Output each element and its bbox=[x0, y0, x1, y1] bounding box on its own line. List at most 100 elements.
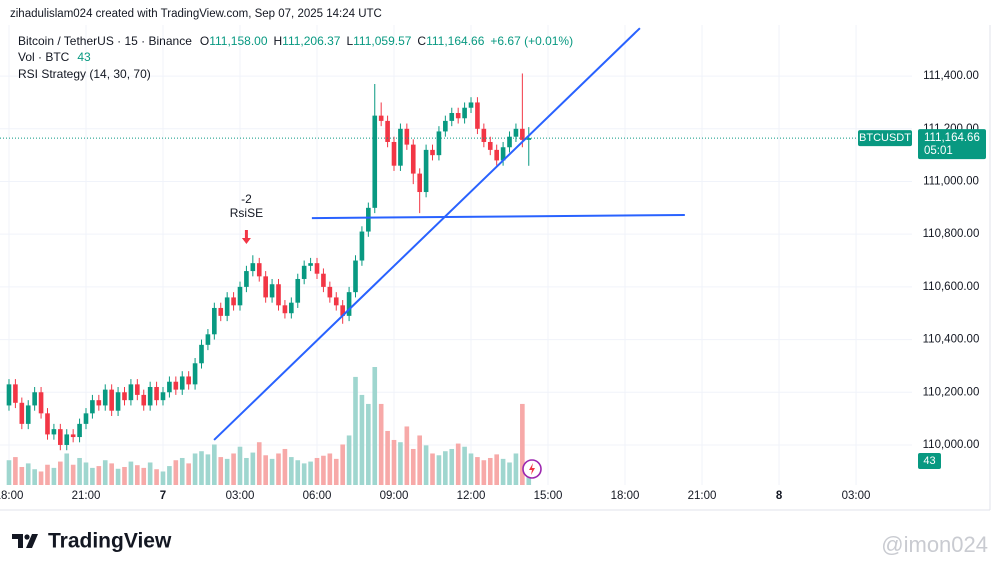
volume-bar bbox=[6, 460, 12, 485]
symbol-tag: BTCUSDT bbox=[859, 132, 911, 144]
volume-bar bbox=[70, 464, 76, 485]
volume-bar bbox=[513, 453, 519, 485]
volume-bar bbox=[90, 467, 95, 485]
y-tick-label: 111,400.00 bbox=[923, 70, 979, 82]
volume-bar bbox=[102, 460, 108, 485]
volume-bar bbox=[385, 430, 390, 485]
x-tick-label: 7 bbox=[160, 490, 166, 502]
x-tick-label: 09:00 bbox=[380, 490, 409, 502]
candle-body bbox=[475, 102, 480, 129]
candle-body bbox=[224, 297, 230, 316]
logo-dot bbox=[24, 534, 30, 540]
candle-body bbox=[64, 434, 70, 445]
volume-bar bbox=[468, 453, 474, 485]
volume-bar bbox=[231, 453, 236, 485]
signal-arrow bbox=[241, 230, 251, 244]
candle-body bbox=[147, 386, 153, 406]
volume-bar bbox=[256, 442, 262, 485]
legend-prefix: H bbox=[274, 34, 283, 48]
candle-body bbox=[500, 147, 506, 161]
candle-body bbox=[513, 128, 519, 137]
volume-bar bbox=[333, 458, 339, 485]
candle-body bbox=[205, 334, 211, 345]
candle-body bbox=[122, 392, 127, 401]
candle-body bbox=[179, 376, 185, 390]
candle-body bbox=[70, 434, 76, 438]
volume-bar bbox=[173, 460, 179, 485]
volume-bar bbox=[301, 463, 307, 485]
candle-body bbox=[295, 278, 301, 303]
candle-body bbox=[468, 102, 474, 108]
volume-bar bbox=[244, 457, 249, 485]
volume-bar bbox=[115, 468, 121, 485]
candle-body bbox=[520, 128, 525, 140]
x-tick-label: 15:00 bbox=[534, 490, 563, 502]
volume-bar bbox=[481, 460, 487, 485]
legend-open: 111,158.00 bbox=[209, 34, 268, 48]
volume-bar bbox=[160, 471, 166, 485]
candle-body bbox=[128, 384, 134, 401]
volume-bar bbox=[327, 453, 333, 485]
volume-bar bbox=[192, 453, 198, 485]
candle-body bbox=[51, 429, 57, 435]
volume-bar bbox=[109, 463, 114, 485]
volume-bar bbox=[404, 426, 410, 485]
candle-body bbox=[289, 302, 294, 314]
candle-body bbox=[45, 413, 50, 435]
volume-bar bbox=[372, 367, 378, 485]
legend-symbol: Bitcoin / TetherUS · 15 · Binance bbox=[18, 34, 192, 48]
candle-body bbox=[378, 115, 384, 121]
candle-body bbox=[167, 381, 172, 393]
signal-label: RsiSE bbox=[230, 206, 263, 220]
volume-bar bbox=[353, 376, 358, 485]
candle-body bbox=[102, 389, 108, 406]
candle-body bbox=[410, 144, 416, 174]
candle-body bbox=[173, 381, 179, 390]
volume-bar bbox=[520, 403, 525, 485]
candle-body bbox=[359, 231, 365, 261]
legend-change: +6.67 (+0.01%) bbox=[490, 34, 573, 48]
volume-bar bbox=[32, 469, 37, 485]
candle-body bbox=[96, 400, 102, 406]
candle-body bbox=[25, 405, 31, 424]
candle-body bbox=[256, 263, 262, 277]
price-tag-bg bbox=[918, 129, 986, 160]
volume-bar bbox=[135, 465, 140, 485]
candle-body bbox=[38, 392, 44, 414]
candle-body bbox=[19, 402, 25, 424]
volume-bar bbox=[436, 455, 442, 485]
y-tick-label: 110,600.00 bbox=[923, 281, 980, 293]
volume-bar bbox=[282, 448, 288, 485]
volume-bar bbox=[314, 457, 320, 485]
volume-bar bbox=[417, 435, 422, 485]
candle-body bbox=[346, 292, 352, 316]
volume-bar bbox=[77, 457, 82, 485]
volume-bar bbox=[25, 463, 31, 485]
symbol-tag-bg bbox=[858, 130, 912, 147]
candle-body bbox=[366, 207, 371, 232]
candle-body bbox=[135, 384, 140, 395]
volume-bar bbox=[237, 446, 243, 485]
trendline bbox=[213, 27, 641, 441]
y-tick-label: 110,000.00 bbox=[923, 439, 980, 451]
volume-bar bbox=[147, 462, 153, 485]
candle-body bbox=[58, 429, 63, 445]
volume-bar bbox=[218, 457, 224, 485]
volume-bar bbox=[199, 451, 204, 485]
candle-body bbox=[353, 260, 358, 293]
volume-bar bbox=[154, 469, 159, 485]
candle-body bbox=[141, 394, 147, 406]
candle-body bbox=[481, 128, 487, 142]
candle-body bbox=[77, 423, 82, 438]
candle-body bbox=[494, 149, 499, 161]
candle-body bbox=[443, 120, 448, 132]
volume-bar bbox=[487, 457, 493, 485]
legend-ohlc: Bitcoin / TetherUS · 15 · Binance O111,15… bbox=[18, 34, 573, 48]
volume-bar bbox=[410, 448, 416, 485]
volume-bar bbox=[500, 458, 506, 485]
legend-close: 111,164.66 bbox=[426, 34, 485, 48]
candle-body bbox=[212, 307, 217, 335]
candle-body bbox=[263, 276, 268, 298]
